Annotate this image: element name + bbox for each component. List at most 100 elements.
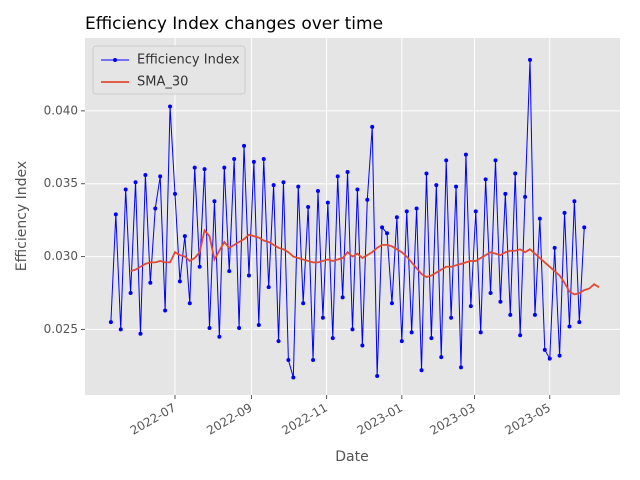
data-point: [389, 301, 394, 306]
data-point: [365, 197, 370, 202]
data-point: [483, 177, 488, 182]
data-point: [582, 225, 587, 230]
data-point: [320, 315, 325, 320]
data-point: [330, 336, 335, 341]
data-point: [182, 234, 187, 239]
data-point: [138, 331, 143, 336]
data-point: [315, 189, 320, 193]
data-point: [419, 368, 424, 373]
data-point: [528, 57, 533, 62]
y-tick-label: 0.040: [44, 103, 78, 117]
y-axis-label: Efficiency Index: [14, 161, 30, 271]
x-tick-label: 2022-07: [128, 401, 178, 438]
data-point: [488, 291, 493, 295]
data-point: [291, 375, 296, 380]
data-point: [429, 336, 434, 341]
data-point: [424, 171, 429, 176]
data-point: [399, 339, 404, 344]
data-point: [454, 184, 459, 189]
data-point: [217, 334, 222, 339]
data-point: [360, 343, 365, 348]
data-point: [449, 315, 454, 320]
data-point: [128, 291, 133, 295]
data-point: [375, 374, 380, 379]
data-point: [345, 170, 350, 175]
data-point: [197, 264, 202, 269]
data-point: [473, 209, 478, 214]
data-point: [266, 285, 271, 290]
data-point: [177, 279, 182, 284]
data-point: [468, 304, 473, 309]
data-point: [498, 299, 503, 304]
data-point: [276, 339, 281, 344]
data-point: [325, 200, 330, 205]
data-point: [409, 330, 414, 335]
data-point: [246, 273, 251, 278]
data-point: [108, 320, 113, 325]
y-tick-label: 0.025: [44, 322, 78, 336]
data-point: [296, 184, 301, 189]
data-point: [222, 165, 227, 170]
data-point: [439, 355, 444, 360]
legend-marker: [113, 58, 117, 62]
data-point: [385, 231, 390, 236]
series-line: [130, 228, 600, 296]
x-tick-label: 2022-11: [279, 401, 329, 438]
data-point: [557, 353, 562, 358]
legend-label: SMA_30: [137, 75, 188, 90]
data-point: [508, 312, 513, 317]
data-point: [434, 183, 439, 188]
data-point: [552, 245, 557, 250]
data-point: [458, 365, 463, 370]
data-point: [153, 206, 158, 211]
data-point: [113, 212, 118, 217]
data-point: [251, 159, 256, 164]
data-point: [542, 347, 547, 352]
data-point: [286, 358, 291, 363]
data-point: [143, 172, 148, 177]
data-point: [232, 156, 237, 161]
data-point: [202, 167, 207, 172]
data-point: [168, 104, 173, 109]
data-point: [311, 358, 316, 363]
data-point: [562, 210, 567, 215]
data-point: [513, 171, 518, 176]
data-point: [172, 191, 177, 196]
data-point: [148, 280, 153, 285]
data-point: [242, 143, 247, 148]
data-point: [340, 295, 345, 300]
data-point: [503, 191, 508, 196]
data-point: [463, 152, 468, 157]
data-point: [547, 356, 552, 361]
data-point: [493, 158, 498, 163]
data-point: [306, 205, 311, 210]
data-point: [133, 180, 138, 185]
data-point: [444, 158, 449, 163]
data-point: [350, 327, 355, 332]
data-point: [281, 180, 286, 185]
data-point: [192, 165, 197, 170]
data-point: [518, 333, 523, 338]
data-point: [394, 215, 399, 220]
data-point: [261, 156, 266, 161]
data-point: [355, 187, 360, 192]
data-point: [404, 209, 409, 214]
data-point: [187, 301, 192, 306]
legend-box: [92, 45, 246, 95]
data-point: [227, 269, 232, 274]
data-point: [207, 325, 212, 330]
data-point: [335, 174, 340, 179]
data-point: [123, 187, 128, 192]
data-point: [572, 199, 577, 204]
data-point: [532, 312, 537, 317]
legend-label: Efficiency Index: [137, 53, 240, 68]
data-point: [118, 327, 123, 332]
data-point: [414, 206, 419, 211]
data-point: [301, 301, 306, 306]
x-axis-label: Date: [335, 449, 368, 465]
data-point: [478, 330, 483, 335]
x-tick-label: 2023-01: [355, 401, 405, 438]
x-tick-label: 2023-03: [427, 401, 477, 438]
data-point: [577, 320, 582, 325]
